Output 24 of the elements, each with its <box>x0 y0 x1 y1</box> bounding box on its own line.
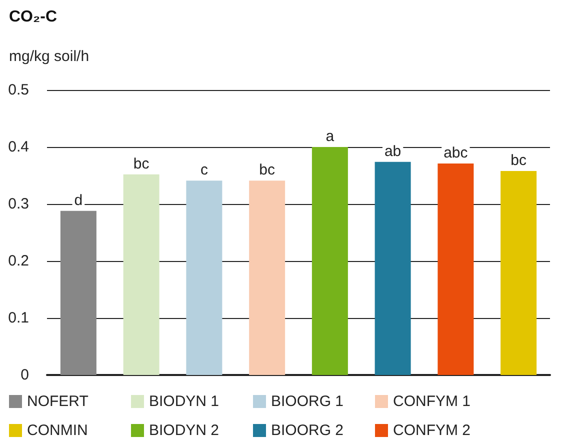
legend-label: CONMIN <box>27 422 88 439</box>
data-label: bc <box>259 162 276 179</box>
data-label: abc <box>444 144 468 162</box>
data-label: a <box>326 128 335 145</box>
y-tick-label: 0.1 <box>8 310 29 326</box>
legend-label: BIOORG 1 <box>271 393 344 410</box>
y-tick-label: 0.3 <box>8 196 29 212</box>
legend-label: CONFYM 1 <box>393 393 471 410</box>
legend-label: NOFERT <box>27 393 88 410</box>
data-label: ab <box>384 142 402 160</box>
chart-title: CO₂-C <box>9 8 58 26</box>
data-label: bc <box>510 152 527 169</box>
legend-label: BIOORG 2 <box>271 422 344 439</box>
legend-label: CONFYM 2 <box>393 422 471 439</box>
y-tick-label: 0.2 <box>8 252 29 270</box>
data-label: d <box>74 192 83 209</box>
y-tick-label: 0.4 <box>8 138 29 156</box>
data-label: c <box>200 162 208 179</box>
data-label: bc <box>133 155 150 172</box>
legend-label: BIODYN 2 <box>149 422 220 439</box>
y-tick-label: 0 <box>20 366 29 384</box>
y-axis-title: mg/kg soil/h <box>9 48 90 65</box>
legend-label: BIODYN 1 <box>149 393 220 410</box>
y-tick-label: 0.5 <box>8 82 29 98</box>
